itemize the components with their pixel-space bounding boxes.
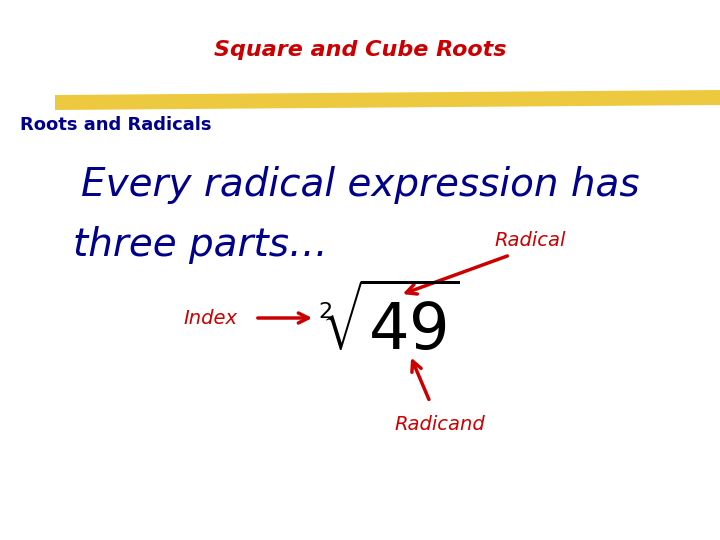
Text: 2: 2: [318, 302, 332, 322]
Polygon shape: [55, 90, 720, 110]
Text: three parts…: three parts…: [73, 226, 328, 264]
Text: Square and Cube Roots: Square and Cube Roots: [214, 40, 506, 60]
Text: Roots and Radicals: Roots and Radicals: [20, 116, 212, 134]
Text: Every radical expression has: Every radical expression has: [81, 166, 639, 204]
Text: Index: Index: [183, 308, 237, 327]
Text: $\sqrt{49}$: $\sqrt{49}$: [321, 286, 459, 363]
Text: Radical: Radical: [495, 231, 566, 249]
Text: Radicand: Radicand: [395, 415, 485, 435]
